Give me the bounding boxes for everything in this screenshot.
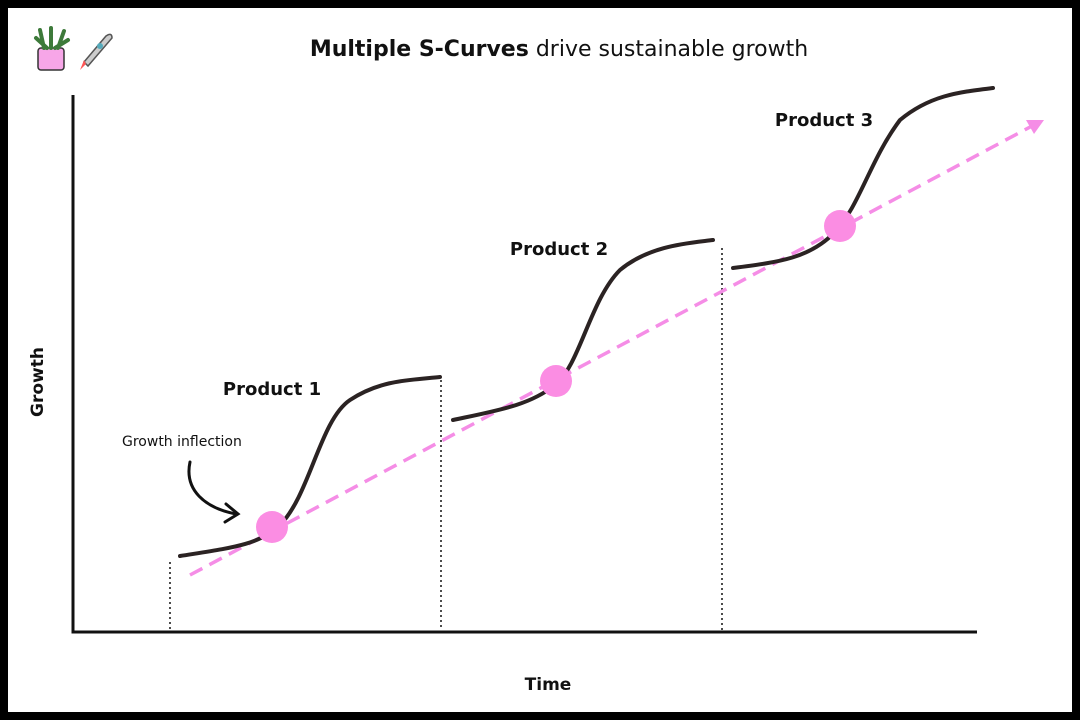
title-rest: drive sustainable growth [536, 37, 808, 62]
x-axis-label: Time [525, 675, 572, 695]
plant-icon [34, 26, 70, 71]
inflection-points [256, 210, 856, 543]
product-label: Product 2 [510, 239, 608, 260]
annotation: Growth inflection [122, 434, 242, 450]
s-curves [178, 86, 995, 558]
product-label: Product 3 [775, 110, 873, 131]
y-axis-label: Growth [28, 347, 48, 417]
trend-line [189, 120, 1044, 577]
product-label: Product 1 [223, 379, 321, 400]
annotation-arrow [187, 460, 241, 524]
canvas [8, 8, 1072, 712]
rocket-icon [80, 33, 113, 70]
title-bold: Multiple S-Curves [310, 37, 529, 62]
title: Multiple S-Curves drive sustainable growt… [310, 37, 808, 62]
dividers [169, 248, 723, 630]
axes [71, 95, 977, 634]
